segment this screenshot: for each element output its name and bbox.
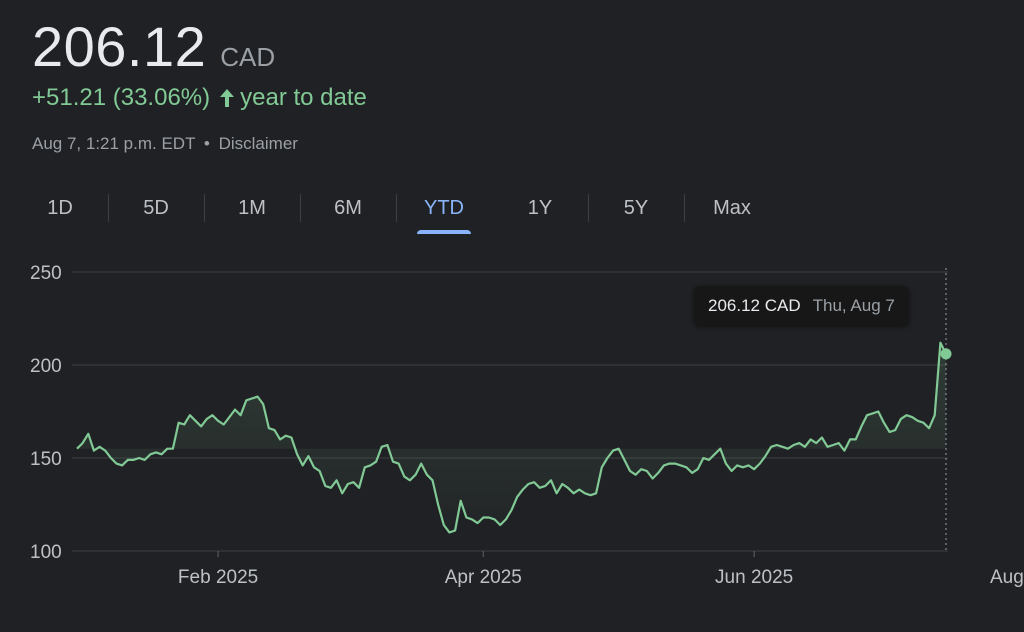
tab-1m[interactable]: 1M	[204, 186, 300, 230]
range-tabs: 1D 5D 1M 6M YTD 1Y 5Y Max	[12, 186, 780, 234]
tab-max[interactable]: Max	[684, 186, 780, 230]
current-price: 206.12	[32, 15, 207, 78]
tab-6m[interactable]: 6M	[300, 186, 396, 230]
price-chart[interactable]: 250 200 150 100 Feb 2025 Apr 2025 Jun 2025 Aug …	[0, 250, 1024, 627]
tooltip-date: Thu, Aug 7	[812, 296, 895, 315]
y-tick-label: 200	[30, 356, 62, 377]
tab-ytd[interactable]: YTD	[396, 186, 492, 234]
x-tick-label: Jun 2025	[715, 567, 793, 588]
timestamp: Aug 7, 1:21 p.m. EDT	[32, 134, 196, 153]
tab-5d[interactable]: 5D	[108, 186, 204, 230]
meta-separator: •	[203, 134, 210, 153]
change-value: +51.21 (33.06%)	[32, 84, 211, 111]
price-line	[76, 341, 947, 534]
y-tick-label: 100	[30, 542, 62, 563]
currency-label: CAD	[220, 42, 276, 72]
x-tick-label: Feb 2025	[178, 567, 258, 588]
x-tick-label: Apr 2025	[445, 567, 522, 588]
tab-1y[interactable]: 1Y	[527, 196, 553, 219]
chart-area-fill	[77, 342, 946, 533]
x-tick-label: Aug 2025	[990, 567, 1024, 588]
chart-svg[interactable]: 250 200 150 100 Feb 2025 Apr 2025 Jun 2025 Aug …	[0, 250, 1024, 627]
quote-header: 206.12 CAD	[32, 14, 275, 79]
period-label: year to date	[240, 84, 367, 111]
price-change: +51.21 (33.06%) year to date	[32, 84, 367, 112]
y-tick-label: 150	[30, 449, 62, 470]
last-price-point	[940, 348, 952, 360]
disclaimer-link[interactable]: Disclaimer	[218, 134, 298, 153]
quote-meta: Aug 7, 1:21 p.m. EDT • Disclaimer	[32, 134, 298, 154]
arrow-up-icon	[218, 87, 236, 109]
y-tick-label: 250	[30, 263, 62, 284]
tab-1d[interactable]: 1D	[47, 196, 73, 219]
chart-tooltip: 206.12 CAD Thu, Aug 7	[694, 286, 909, 326]
tab-5y[interactable]: 5Y	[588, 186, 684, 230]
tooltip-price: 206.12 CAD	[708, 296, 801, 315]
